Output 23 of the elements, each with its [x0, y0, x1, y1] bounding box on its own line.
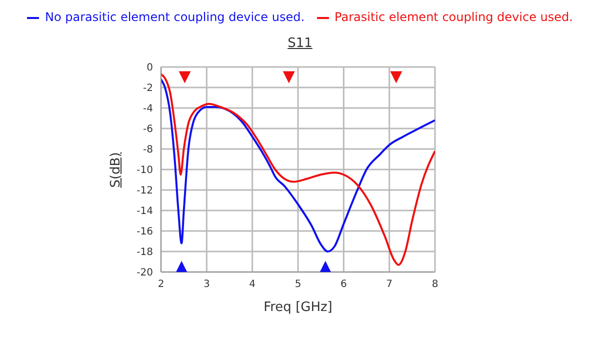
- y-tick-label: -2: [143, 83, 153, 94]
- x-tick-label: 6: [340, 279, 347, 290]
- y-tick-label: -10: [136, 165, 153, 176]
- x-tick-label: 2: [158, 279, 164, 290]
- y-tick-label: 0: [146, 62, 153, 74]
- y-tick-label: -20: [136, 268, 153, 279]
- y-tick-label: -12: [136, 186, 153, 197]
- y-tick-label: -4: [143, 104, 153, 115]
- x-tick-label: 3: [203, 279, 210, 290]
- x-tick-label: 8: [432, 279, 438, 290]
- y-tick-label: -18: [136, 247, 153, 258]
- y-tick-label: -6: [143, 124, 153, 136]
- legend-label: No parasitic element coupling device used.: [45, 10, 305, 24]
- x-tick-label: 5: [294, 279, 302, 290]
- x-axis-title: Freq [GHz]: [262, 300, 334, 315]
- y-tick-label: -14: [136, 206, 153, 218]
- x-tick-label: 7: [386, 279, 393, 290]
- x-tick-label: 4: [249, 279, 256, 290]
- chart-title: S11: [286, 36, 314, 51]
- legend-label: Parasitic element coupling device used.: [334, 10, 573, 24]
- y-axis-title: S(dB): [108, 152, 124, 188]
- y-tick-label: -8: [143, 144, 153, 156]
- y-tick-label: -16: [136, 226, 153, 238]
